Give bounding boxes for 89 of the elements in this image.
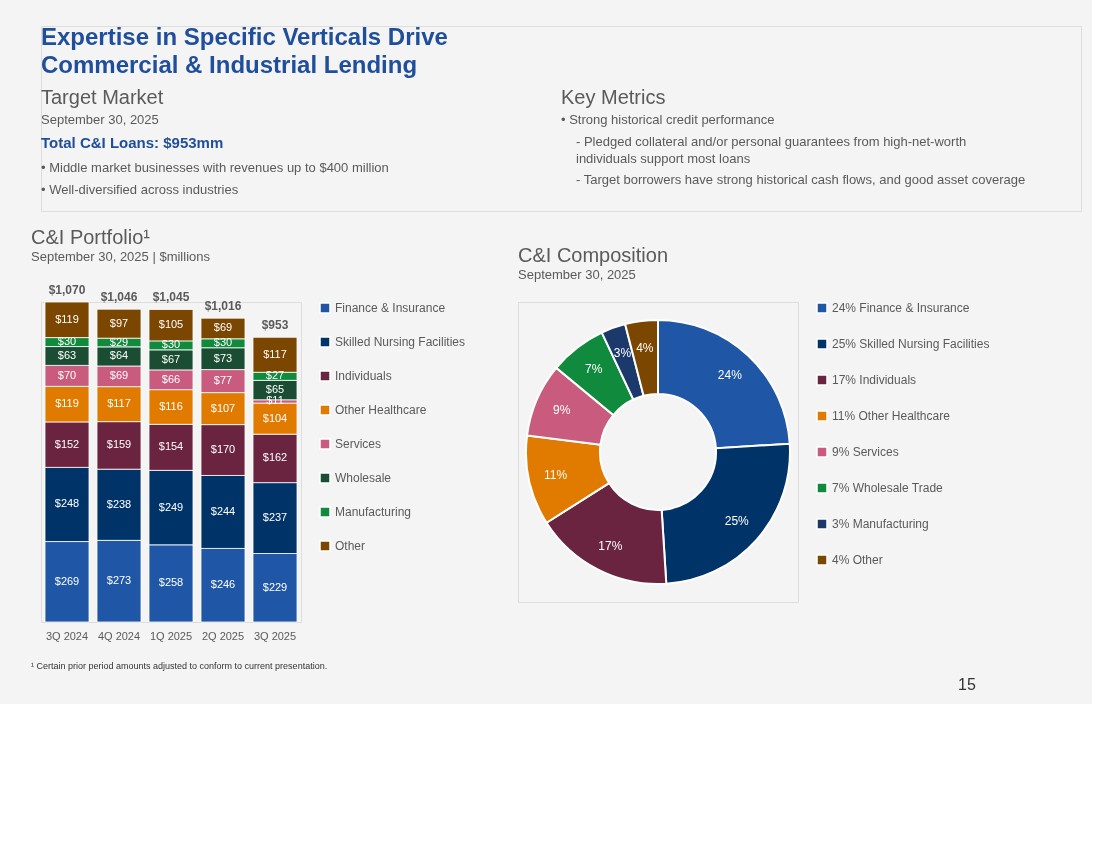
- text: ¹ Certain prior period amounts adjusted to conform to current presentation.: [31, 661, 328, 671]
- data-label: $117: [263, 347, 287, 360]
- chart-title: C&I Composition: [518, 244, 669, 266]
- data-label: $66: [161, 372, 181, 385]
- data-label: $152: [54, 437, 80, 450]
- data-label: $64: [109, 349, 129, 362]
- data-label: 4%: [636, 340, 654, 355]
- legend-label: Finance & Insurance: [335, 301, 446, 315]
- legend-label: Other Healthcare: [335, 403, 427, 417]
- legend-label: Other: [335, 539, 366, 553]
- text: - Pledged collateral and/or personal guarantees from high-net-worth individuals support most loans: [576, 134, 967, 166]
- data-label: 9%: [552, 403, 571, 418]
- legend-label: Skilled Nursing Facilities: [335, 335, 466, 349]
- data-label: 24%: [717, 368, 743, 383]
- total-label: $1,045: [152, 290, 190, 305]
- data-label: 11%: [543, 467, 568, 482]
- data-label: $269: [54, 574, 80, 587]
- data-label: $244: [210, 504, 236, 517]
- legend-label: Individuals: [335, 369, 392, 383]
- total-label: $1,070: [48, 283, 86, 297]
- text: Expertise in Specific Verticals Drive Commercial & Industrial Lending: [41, 23, 448, 78]
- chart-title: C&I Portfolio¹: [31, 226, 151, 248]
- data-label: 3%: [613, 346, 632, 361]
- text: Key Metrics: [561, 86, 666, 108]
- text: - Target borrowers have strong historical cash flows, and good asset coverage: [576, 172, 1026, 187]
- legend-label: 3% Manufacturing: [832, 517, 929, 531]
- data-label: $238: [106, 497, 132, 510]
- x-tick-label: 3Q 2025: [253, 629, 297, 642]
- text: • Strong historical credit performance: [561, 112, 775, 127]
- data-label: $248: [54, 497, 80, 510]
- chart-subtitle: September 30, 2025: [518, 267, 636, 282]
- text: Target Market: [41, 86, 164, 108]
- data-label: $107: [210, 401, 236, 414]
- legend-label: 24% Finance & Insurance: [832, 301, 970, 315]
- data-label: $229: [262, 580, 288, 593]
- total-label: $953: [261, 318, 289, 333]
- data-label: $30: [161, 338, 181, 351]
- data-label: $30: [213, 336, 233, 349]
- legend-label: 4% Other: [832, 553, 883, 567]
- data-label: $29: [109, 335, 129, 348]
- data-label: $67: [161, 352, 181, 365]
- legend-label: 11% Other Healthcare: [832, 409, 951, 423]
- x-tick-label: 3Q 2024: [45, 629, 89, 642]
- data-label: $104: [262, 411, 288, 424]
- data-label: $69: [213, 321, 233, 334]
- x-tick-label: 4Q 2024: [97, 629, 141, 642]
- data-label: 7%: [584, 362, 603, 377]
- data-label: $154: [158, 440, 184, 453]
- data-label: $77: [213, 374, 233, 387]
- data-label: $65: [265, 383, 285, 396]
- legend-label: Wholesale: [335, 471, 392, 485]
- legend-label: 25% Skilled Nursing Facilities: [832, 337, 990, 351]
- legend-label: 7% Wholesale Trade: [832, 481, 944, 495]
- data-label: $27: [265, 369, 285, 382]
- text: 15: [958, 676, 976, 693]
- data-label: $258: [158, 576, 184, 589]
- data-label: $63: [57, 348, 77, 361]
- data-label: $170: [210, 443, 236, 456]
- data-label: $30: [57, 335, 77, 348]
- data-label: $116: [159, 399, 183, 412]
- data-label: $69: [109, 369, 129, 382]
- chart-subtitle: September 30, 2025 | $millions: [31, 249, 211, 264]
- legend-label: Services: [335, 437, 382, 451]
- data-label: $159: [106, 438, 132, 451]
- data-label: $119: [55, 397, 79, 410]
- text: Total C&I Loans: $953mm: [41, 134, 224, 151]
- x-tick-label: 2Q 2025: [201, 629, 245, 642]
- data-label: $249: [158, 500, 184, 513]
- total-label: $1,016: [204, 299, 242, 314]
- text: • Well-diversified across industries: [41, 182, 239, 197]
- text: • Middle market businesses with revenues up to $400 million: [41, 160, 389, 175]
- legend-label: Manufacturing: [335, 505, 412, 519]
- total-label: $1,046: [100, 290, 138, 305]
- data-label: $162: [262, 451, 288, 464]
- data-label: $70: [57, 368, 77, 381]
- data-label: $119: [55, 312, 79, 325]
- data-label: $97: [109, 316, 129, 329]
- data-label: 17%: [598, 538, 623, 553]
- data-label: $246: [210, 578, 236, 591]
- data-label: $73: [213, 351, 233, 364]
- data-label: $273: [106, 574, 132, 587]
- data-label: $237: [262, 511, 288, 524]
- data-label: 25%: [724, 514, 750, 529]
- x-tick-label: 1Q 2025: [149, 629, 193, 642]
- legend-label: 17% Individuals: [832, 373, 917, 387]
- text: September 30, 2025: [41, 112, 159, 127]
- data-label: $117: [107, 397, 131, 410]
- legend-label: 9% Services: [832, 445, 899, 459]
- data-label: $105: [158, 318, 184, 331]
